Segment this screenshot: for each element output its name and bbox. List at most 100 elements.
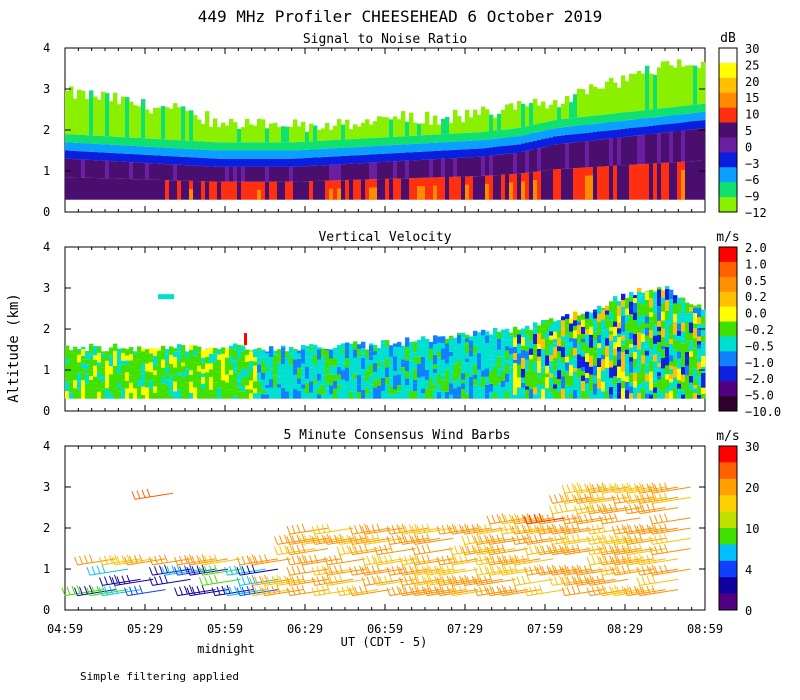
vv-cell <box>525 334 530 346</box>
wind-barb <box>639 486 679 494</box>
snr-cell <box>493 155 498 176</box>
vv-cell <box>357 348 362 357</box>
snr-cell <box>409 152 414 161</box>
wind-barb-flag <box>414 564 418 573</box>
wind-barb <box>202 568 241 576</box>
snr-cell <box>373 137 378 147</box>
snr-cell <box>169 180 174 200</box>
vv-cell <box>457 360 462 368</box>
vv-cell <box>573 338 578 348</box>
snr-cell <box>457 176 462 200</box>
vv-cell <box>101 353 106 358</box>
snr-cell <box>549 137 554 146</box>
snr-cell <box>361 179 366 200</box>
snr-cell <box>317 129 322 141</box>
vv-cell <box>457 377 462 387</box>
vv-cell <box>469 349 474 357</box>
snr-cell <box>493 138 498 147</box>
snr-cell <box>273 122 278 143</box>
snr-cell <box>433 142 438 151</box>
snr-cell <box>357 146 362 156</box>
snr-cell <box>525 142 530 151</box>
wind-barb-flag <box>399 556 403 566</box>
vv-cell <box>237 369 242 374</box>
vv-cell <box>369 345 374 352</box>
wind-barb-flag <box>486 566 491 576</box>
snr-cell <box>189 149 194 158</box>
vv-cell <box>569 364 574 376</box>
wind-barb-flag <box>201 564 206 573</box>
snr-cell <box>225 142 230 151</box>
vv-cell <box>213 347 218 354</box>
vv-cell <box>193 370 198 382</box>
footnote: Simple filtering applied <box>80 670 239 683</box>
vv-cell <box>665 388 670 394</box>
wind-barb <box>89 568 129 576</box>
snr-cell <box>73 134 78 143</box>
vv-cell <box>105 360 110 372</box>
snr-cell <box>541 130 546 140</box>
snr-cell <box>101 152 106 161</box>
snr-cell <box>125 145 130 154</box>
wind-barb-flag <box>601 544 606 553</box>
snr-cell <box>373 187 378 200</box>
snr-cell <box>365 138 370 147</box>
vv-cell <box>377 348 382 354</box>
wind-barb-flag <box>161 566 166 576</box>
wind-barb-flag <box>236 566 241 576</box>
vv-cell <box>169 374 174 382</box>
vv-cell <box>173 367 178 375</box>
vv-cell <box>561 316 566 321</box>
vv-cell <box>113 384 118 389</box>
wind-barb-flag <box>454 586 458 596</box>
snr-cell <box>497 146 502 155</box>
snr-cell <box>673 106 678 116</box>
wind-barb-flag <box>629 555 633 565</box>
wind-barb <box>352 568 391 576</box>
wind-barb-flag <box>236 587 241 596</box>
wind-barb-flag <box>596 555 601 564</box>
snr-cell <box>517 127 522 137</box>
snr-cell <box>241 127 246 143</box>
snr-cell <box>261 119 266 143</box>
snr-cell <box>421 159 426 178</box>
vv-cell <box>557 324 562 331</box>
vv-cell <box>425 376 430 380</box>
snr-cell <box>65 158 70 178</box>
snr-cell <box>561 135 566 144</box>
vv-cell <box>245 351 250 355</box>
vv-cell <box>417 377 422 388</box>
vv-cell <box>425 338 430 348</box>
vv-cell <box>185 387 190 394</box>
wind-barb-flag <box>421 555 426 564</box>
snr-cell <box>509 137 514 146</box>
wind-barb-flag <box>664 533 668 543</box>
wind-barb-flag <box>264 585 268 594</box>
wind-barb-flag <box>641 555 646 565</box>
vv-cell <box>373 355 378 363</box>
vv-cell <box>529 354 534 360</box>
snr-cell <box>333 164 338 181</box>
wind-barb-flag <box>404 576 408 585</box>
wind-barb-flag <box>414 523 418 532</box>
vv-cell <box>289 357 294 366</box>
wind-barb-flag <box>584 503 588 513</box>
wind-barb-flag <box>561 525 566 535</box>
snr-cell <box>253 142 258 151</box>
wind-barb <box>489 589 529 597</box>
vv-cell <box>629 353 634 358</box>
snr-cell <box>149 138 154 147</box>
vv-cell <box>101 367 106 377</box>
vv-cell <box>585 318 590 325</box>
vv-cell <box>493 335 498 345</box>
snr-cell <box>485 183 490 200</box>
vv-cell <box>257 364 262 373</box>
snr-cell <box>325 156 330 166</box>
wind-barb <box>239 558 279 566</box>
vv-cell <box>261 389 266 395</box>
vv-cell <box>173 381 178 392</box>
vv-cell <box>645 299 650 306</box>
vv-cell <box>345 348 350 359</box>
wind-barb-flag <box>436 556 441 566</box>
vv-cell <box>217 372 222 379</box>
